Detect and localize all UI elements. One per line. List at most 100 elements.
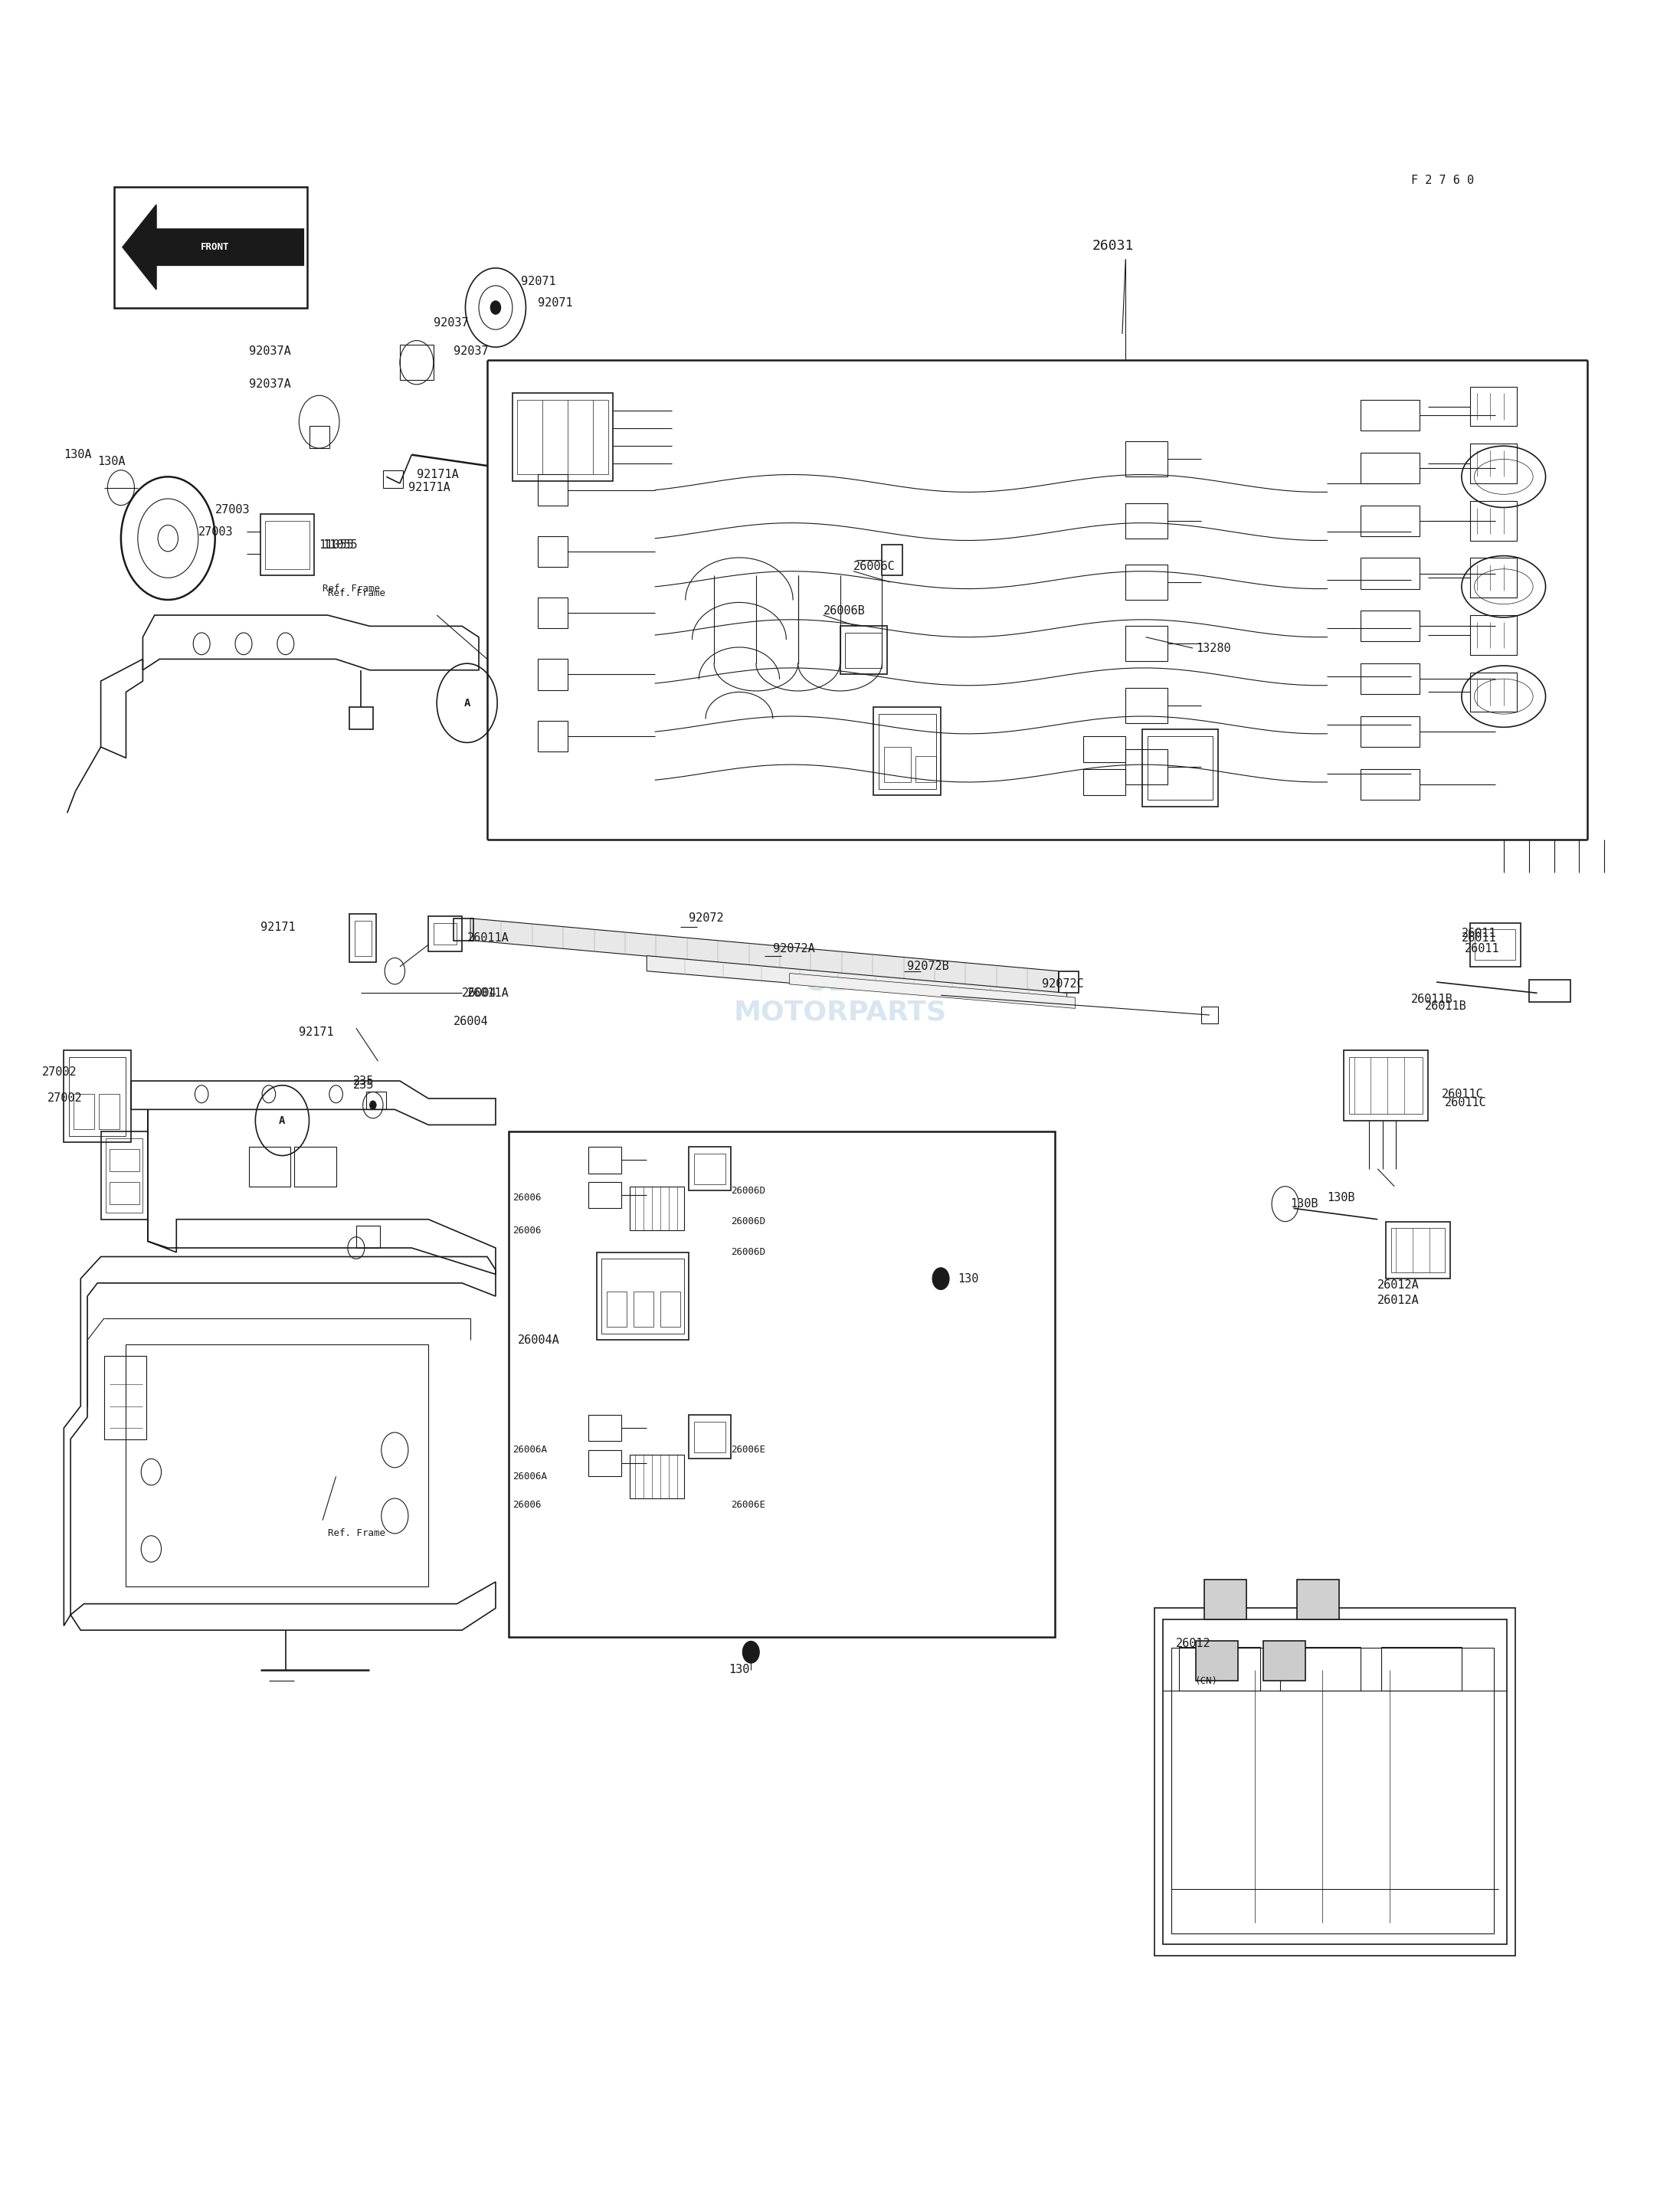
Text: 26006D: 26006D: [731, 1186, 766, 1195]
Text: A: A: [464, 699, 470, 707]
Text: 235: 235: [353, 1074, 373, 1088]
Bar: [309, 426, 329, 448]
Bar: [606, 1292, 627, 1327]
Bar: [1361, 663, 1420, 694]
Bar: [1126, 749, 1168, 784]
Bar: [1475, 929, 1515, 960]
Text: 27003: 27003: [215, 503, 250, 516]
Bar: [694, 1421, 726, 1452]
Bar: [538, 536, 568, 567]
Bar: [588, 1182, 622, 1208]
Text: 26006E: 26006E: [731, 1501, 766, 1509]
Text: 92072A: 92072A: [773, 943, 815, 956]
Bar: [1280, 1648, 1361, 1692]
Bar: [879, 714, 936, 789]
Bar: [689, 1147, 731, 1191]
Bar: [1344, 1050, 1428, 1120]
Text: 130: 130: [729, 1663, 749, 1676]
Bar: [1142, 729, 1218, 806]
Bar: [1154, 1608, 1515, 1955]
Text: 26006: 26006: [512, 1501, 541, 1509]
Bar: [630, 1186, 684, 1230]
Bar: [1470, 501, 1517, 540]
Bar: [109, 1182, 139, 1204]
Bar: [1263, 1641, 1305, 1681]
Polygon shape: [647, 956, 1067, 1006]
Text: (CN): (CN): [1194, 1676, 1218, 1685]
Bar: [884, 747, 911, 782]
Bar: [1084, 769, 1126, 795]
Bar: [1126, 442, 1168, 477]
Bar: [249, 1147, 291, 1186]
Bar: [588, 1415, 622, 1441]
Bar: [588, 1450, 622, 1476]
Bar: [1163, 1619, 1507, 1944]
Text: Ref. Frame: Ref. Frame: [323, 584, 380, 593]
Bar: [633, 1292, 654, 1327]
Text: 26012A: 26012A: [1378, 1279, 1420, 1292]
Polygon shape: [790, 973, 1075, 1008]
Bar: [538, 475, 568, 505]
Bar: [630, 1454, 684, 1498]
Bar: [349, 707, 373, 729]
Bar: [1470, 387, 1517, 426]
Bar: [366, 1092, 386, 1109]
Text: 92037: 92037: [433, 316, 469, 330]
Bar: [109, 1149, 139, 1171]
Text: 26006B: 26006B: [823, 604, 865, 617]
Bar: [1361, 400, 1420, 431]
Text: 130A: 130A: [64, 448, 92, 461]
Text: 130A: 130A: [97, 455, 126, 468]
Text: A: A: [279, 1116, 286, 1125]
Text: 92037: 92037: [454, 345, 489, 358]
Text: 26006A: 26006A: [512, 1472, 548, 1481]
Text: 92171A: 92171A: [417, 468, 459, 481]
Text: 26006: 26006: [512, 1226, 541, 1235]
Text: 26004: 26004: [454, 1015, 489, 1028]
Bar: [1126, 565, 1168, 600]
Bar: [1297, 1580, 1339, 1619]
Bar: [1126, 626, 1168, 661]
Bar: [356, 1226, 380, 1248]
Text: 92071: 92071: [521, 275, 556, 288]
Text: 92037A: 92037A: [249, 345, 291, 358]
Bar: [660, 1292, 680, 1327]
Text: 26006C: 26006C: [853, 560, 895, 573]
Bar: [1361, 558, 1420, 589]
Text: 26011C: 26011C: [1441, 1088, 1483, 1101]
Bar: [349, 914, 376, 962]
Bar: [840, 626, 887, 674]
Text: 92171A: 92171A: [408, 481, 450, 494]
Bar: [538, 598, 568, 628]
Text: 26006D: 26006D: [731, 1248, 766, 1257]
Bar: [126, 1345, 428, 1586]
Text: 26011C: 26011C: [1445, 1096, 1487, 1109]
Bar: [1391, 1228, 1445, 1272]
Text: 13280: 13280: [1196, 642, 1231, 655]
Text: 92171: 92171: [260, 921, 296, 934]
Text: 26006A: 26006A: [512, 1446, 548, 1454]
Bar: [509, 1131, 1055, 1637]
Bar: [400, 345, 433, 380]
Bar: [265, 521, 309, 569]
Bar: [538, 659, 568, 690]
Bar: [1529, 980, 1571, 1002]
Text: 27002: 27002: [47, 1092, 82, 1105]
Text: 92072: 92072: [689, 912, 724, 925]
Circle shape: [491, 301, 501, 314]
Bar: [1470, 558, 1517, 598]
Bar: [512, 393, 613, 481]
Bar: [1349, 1057, 1423, 1114]
Text: F 2 7 6 0: F 2 7 6 0: [1411, 174, 1473, 187]
Bar: [428, 916, 462, 951]
Circle shape: [370, 1101, 376, 1109]
Text: 27003: 27003: [198, 525, 234, 538]
Bar: [538, 721, 568, 751]
Text: 11055: 11055: [319, 538, 354, 551]
Bar: [433, 923, 457, 945]
Bar: [1171, 1648, 1494, 1933]
Bar: [1470, 615, 1517, 655]
Polygon shape: [470, 918, 1058, 993]
Bar: [1196, 1641, 1238, 1681]
Bar: [694, 1153, 726, 1184]
